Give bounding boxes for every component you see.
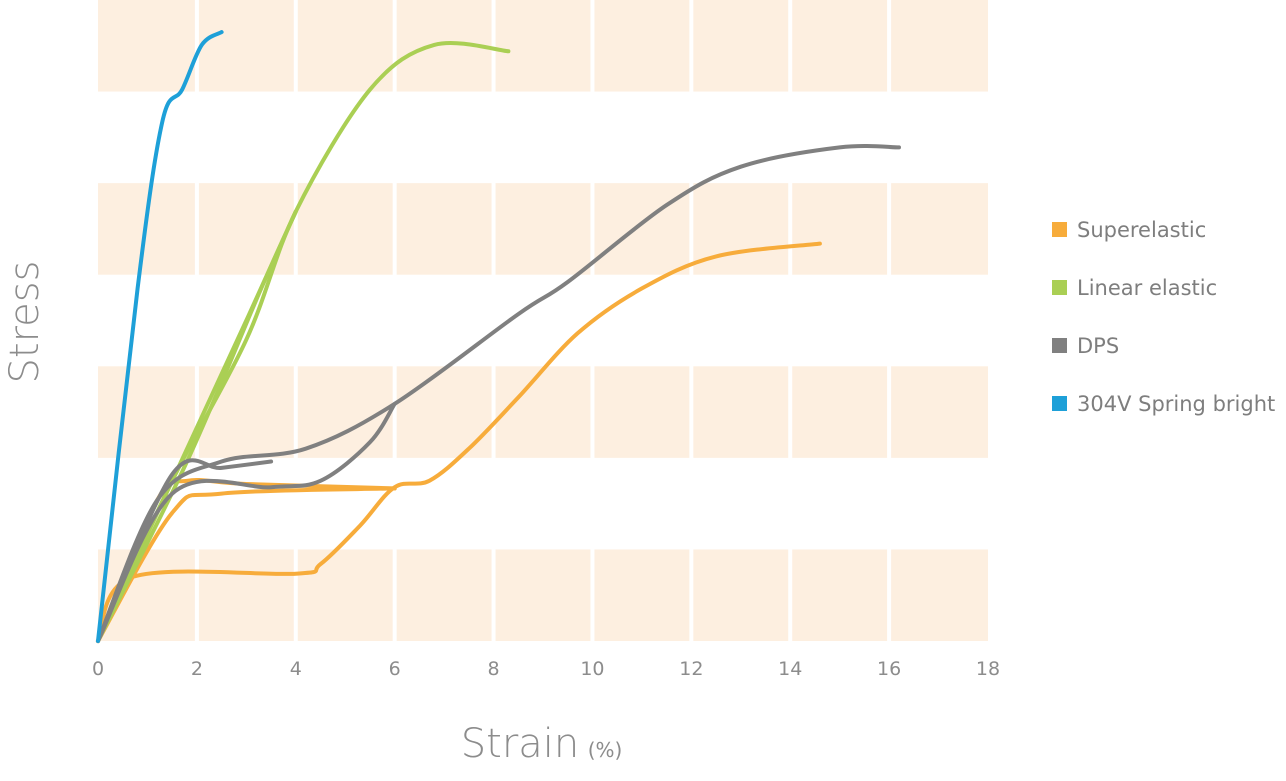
series-line <box>96 458 274 643</box>
grid-bands <box>98 0 988 641</box>
grid-band <box>98 183 988 275</box>
series-line <box>96 143 901 643</box>
x-tick-label: 4 <box>290 658 302 680</box>
series-layer <box>96 30 901 643</box>
x-tick-label: 10 <box>580 658 604 680</box>
legend-label: Superelastic <box>1077 218 1206 242</box>
series-3 <box>96 30 224 643</box>
y-axis-title: Stress <box>2 261 48 384</box>
x-tick-label: 16 <box>877 658 901 680</box>
x-tick-label: 0 <box>92 658 104 680</box>
x-axis-unit: (%) <box>588 738 623 762</box>
legend-swatch <box>1052 338 1067 353</box>
x-tick-label: 8 <box>488 658 500 680</box>
series-2 <box>96 143 901 643</box>
series-line <box>96 401 397 643</box>
series-line <box>96 241 822 643</box>
legend-label: Linear elastic <box>1077 276 1217 300</box>
legend-label: DPS <box>1077 334 1119 358</box>
legend: Superelastic Linear elastic DPS 304V Spring… <box>1052 218 1275 416</box>
x-axis-title: Strain <box>461 721 580 767</box>
x-tick-label: 6 <box>389 658 401 680</box>
grid-band <box>98 549 988 641</box>
x-tick-label: 18 <box>976 658 1000 680</box>
x-tick-label: 2 <box>191 658 203 680</box>
legend-label: 304V Spring bright <box>1077 392 1275 416</box>
grid-vertical-lines <box>194 0 892 641</box>
x-axis-ticks: 0 2 4 6 8 10 12 14 16 18 <box>92 658 1000 680</box>
series-line <box>96 209 298 643</box>
legend-swatch <box>1052 280 1067 295</box>
x-tick-label: 14 <box>778 658 802 680</box>
legend-swatch <box>1052 222 1067 237</box>
grid-band <box>98 0 988 92</box>
legend-swatch <box>1052 396 1067 411</box>
grid-band <box>98 366 988 458</box>
x-tick-label: 12 <box>679 658 703 680</box>
series-1 <box>96 41 511 643</box>
series-line <box>96 30 224 643</box>
